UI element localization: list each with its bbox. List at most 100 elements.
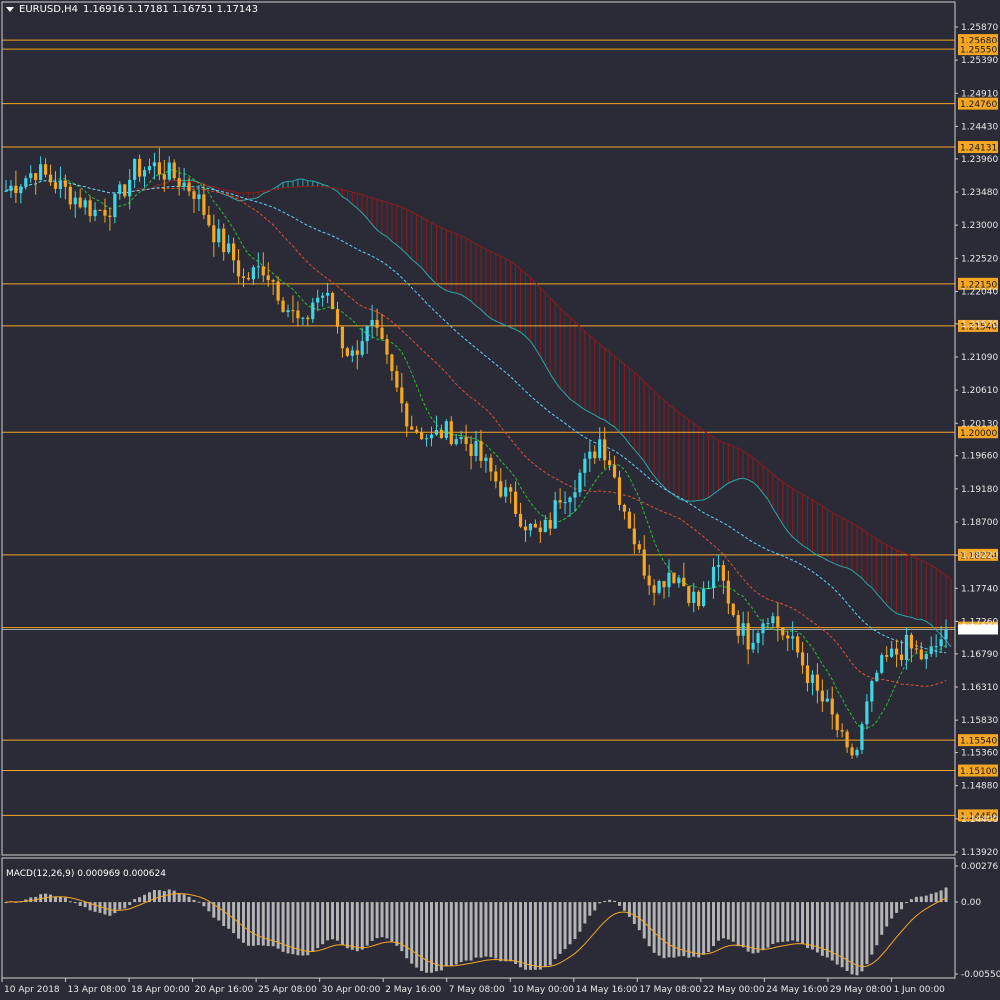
time-tick-label: 17 May 08:00	[639, 985, 701, 995]
level-price-label: 1.25550	[960, 46, 997, 56]
time-tick-label: 29 May 08:00	[830, 985, 892, 995]
macd-histogram-bar	[533, 902, 537, 970]
price-tick-label: 1.18220	[961, 551, 998, 561]
price-tick-label: 1.19660	[961, 452, 998, 462]
macd-histogram-bar	[479, 902, 483, 958]
candle-body	[880, 655, 884, 673]
macd-histogram-bar	[924, 895, 928, 903]
candle-body	[751, 642, 755, 650]
level-price-tag	[958, 426, 998, 439]
price-tick-label: 1.25870	[961, 23, 998, 33]
candle-body	[241, 276, 246, 278]
candle-body	[781, 627, 785, 636]
candle-body	[548, 519, 552, 529]
price-tick-label: 1.18700	[961, 518, 998, 528]
candle-body	[246, 277, 251, 280]
candle-body	[702, 588, 706, 607]
candle-body	[944, 629, 948, 640]
macd-histogram-bar	[88, 902, 92, 911]
candle-body	[321, 295, 325, 298]
candle-body	[182, 182, 186, 187]
level-price-label: 1.25680	[960, 37, 997, 47]
macd-histogram-bar	[133, 899, 137, 903]
candle-body	[578, 472, 582, 493]
candle-body	[469, 444, 473, 456]
candle-body	[746, 623, 750, 650]
macd-histogram-bar	[464, 902, 468, 961]
macd-histogram-bar	[484, 902, 488, 957]
level-price-label: 1.24760	[960, 100, 997, 110]
slow-ma-line	[5, 180, 947, 654]
macd-histogram-bar	[622, 902, 626, 911]
macd-histogram-bar	[900, 902, 904, 910]
macd-histogram-bar	[301, 902, 305, 956]
macd-histogram-bar	[128, 902, 132, 905]
macd-histogram-bar	[370, 902, 374, 941]
candle-body	[687, 586, 691, 603]
macd-histogram-bar	[63, 897, 67, 903]
macd-histogram-bar	[890, 902, 894, 919]
candle-body	[167, 162, 171, 180]
macd-histogram-bar	[147, 892, 151, 903]
macd-histogram-bar	[687, 902, 691, 958]
macd-histogram-bar	[380, 902, 384, 938]
candle-body	[697, 591, 701, 607]
candle-body	[627, 511, 632, 529]
candle-body	[123, 184, 127, 197]
candle-body	[340, 326, 345, 349]
macd-histogram-bar	[514, 902, 518, 964]
candle-body	[855, 749, 859, 756]
candle-body	[424, 438, 429, 440]
macd-histogram-bar	[736, 902, 740, 947]
macd-histogram-bar	[578, 902, 582, 932]
candle-body	[840, 730, 844, 732]
candle-body	[311, 302, 315, 320]
macd-histogram-bar	[296, 902, 300, 956]
macd-histogram-bar	[875, 902, 879, 946]
macd-histogram-bar	[820, 902, 824, 956]
candle-body	[390, 354, 394, 372]
candle-body	[504, 487, 508, 497]
candle-body	[766, 623, 770, 625]
candle-body	[231, 243, 236, 261]
candle-body	[197, 194, 201, 199]
macd-histogram-bar	[385, 902, 389, 939]
macd-label: MACD(12,26,9) 0.000969 0.000624	[6, 861, 166, 880]
macd-histogram-bar	[415, 902, 419, 968]
candle-body	[63, 180, 67, 187]
macd-histogram-bar	[276, 902, 280, 949]
macd-histogram-bar	[469, 902, 473, 961]
candle-body	[449, 421, 453, 445]
candle-body	[187, 182, 191, 192]
macd-histogram-bar	[721, 902, 725, 939]
macd-histogram-bar	[608, 899, 612, 903]
macd-histogram-bar	[108, 902, 112, 916]
macd-tick-label: 0.00	[961, 898, 981, 908]
candle-body	[657, 581, 661, 593]
candle-body	[147, 166, 152, 171]
macd-histogram-bar	[642, 902, 646, 939]
candle-body	[598, 439, 602, 459]
level-price-label: 1.21540	[960, 322, 997, 332]
candle-body	[93, 209, 97, 217]
macd-histogram-bar	[113, 902, 117, 914]
symbol-label: EURUSD,H4	[19, 4, 79, 15]
macd-histogram-bar	[909, 899, 913, 903]
candle-body	[682, 577, 686, 587]
macd-histogram-bar	[162, 891, 166, 903]
candle-body	[805, 665, 810, 684]
macd-histogram-bar	[241, 902, 245, 943]
indicator-lines	[5, 169, 952, 729]
macd-histogram-bar	[286, 902, 290, 954]
candle-body	[573, 492, 577, 498]
candle-body	[350, 350, 354, 356]
macd-histogram-bar	[281, 902, 285, 952]
macd-histogram-bar	[657, 902, 661, 956]
macd-histogram-bar	[810, 902, 814, 950]
candle-body	[202, 194, 206, 215]
dropdown-triangle-icon[interactable]	[6, 7, 14, 12]
candle-body	[899, 654, 904, 660]
level-price-label: 1.14450	[960, 812, 997, 822]
